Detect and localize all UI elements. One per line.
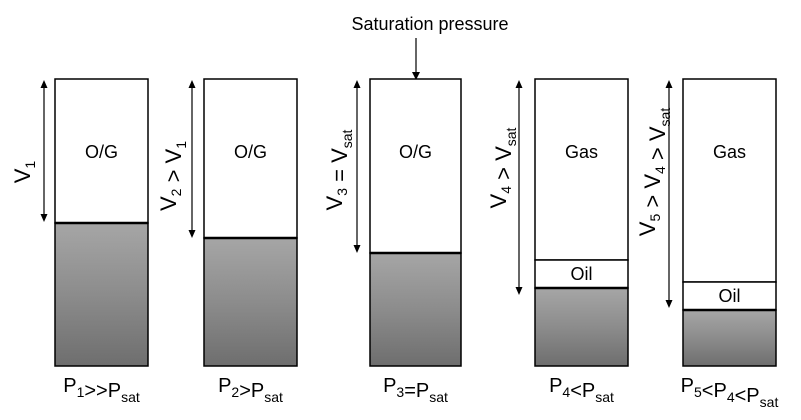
cell-1-content-label: O/G <box>85 142 118 162</box>
cell-2-liquid-region <box>203 237 298 367</box>
cell-2-volume-arrowhead-bottom <box>188 230 196 238</box>
cell-5-liquid-region <box>682 309 777 367</box>
cells-layer: O/G V1 P1>>Psat O/G V2 > V1 P2>Psat O/G V3 = Vs… <box>10 78 779 410</box>
cell-2: O/G V2 > V1 P2>Psat <box>156 78 298 405</box>
cell-4-volume-arrowhead-bottom <box>515 287 523 295</box>
cell-4-volume-label: V4 > Vsat <box>486 127 519 208</box>
cell-3-volume-arrowhead-top <box>353 80 361 88</box>
cell-4-oil-label: Oil <box>571 264 593 284</box>
cell-1-pressure-label: P1>>Psat <box>63 375 140 405</box>
cell-5-volume-arrowhead-bottom <box>665 300 673 308</box>
cell-4-content-label: Gas <box>565 142 598 162</box>
cell-3-volume-label: V3 = Vsat <box>322 129 355 210</box>
cell-4-pressure-label: P4<Psat <box>549 375 614 405</box>
cell-3-vapor-region <box>369 78 462 254</box>
cell-5-oil-label: Oil <box>719 286 741 306</box>
cell-1-liquid-region <box>54 222 149 367</box>
cell-5-pressure-label: P5<P4<Psat <box>681 375 779 410</box>
cell-3-liquid-region <box>369 252 462 367</box>
cell-2-content-label: O/G <box>234 142 267 162</box>
cell-3-volume-arrowhead-bottom <box>353 245 361 253</box>
cell-5-volume-label: V5 > V4 > Vsat <box>635 108 673 237</box>
cell-3: O/G V3 = Vsat P3=Psat <box>322 78 462 405</box>
cell-4-volume-arrowhead-top <box>515 80 523 88</box>
cell-1-volume-arrowhead-top <box>40 80 48 88</box>
cell-5: Oil Gas V5 > V4 > Vsat P5<P4<Psat <box>635 78 779 410</box>
cell-4: Oil Gas V4 > Vsat P4<Psat <box>486 78 629 405</box>
cell-5-oil-band <box>682 281 777 311</box>
cell-2-volume-label: V2 > V1 <box>156 141 189 211</box>
cell-5-vapor-region <box>682 78 777 283</box>
cell-4-vapor-region <box>534 78 629 261</box>
saturation-pressure-label: Saturation pressure <box>351 14 508 34</box>
cell-2-pressure-label: P2>Psat <box>218 375 283 405</box>
cell-1-volume-label: V1 <box>10 161 38 184</box>
saturation-pressure-arrowhead <box>412 72 420 80</box>
cell-1-volume-arrowhead-bottom <box>40 214 48 222</box>
cell-4-liquid-region <box>534 287 629 367</box>
cell-4-oil-band <box>534 259 629 289</box>
cell-1-vapor-region <box>54 78 149 224</box>
cell-2-volume-arrowhead-top <box>188 80 196 88</box>
cell-5-content-label: Gas <box>713 142 746 162</box>
cell-5-volume-arrowhead-top <box>665 80 673 88</box>
cell-3-pressure-label: P3=Psat <box>383 375 448 405</box>
cell-1: O/G V1 P1>>Psat <box>10 78 149 405</box>
cell-3-content-label: O/G <box>399 142 432 162</box>
